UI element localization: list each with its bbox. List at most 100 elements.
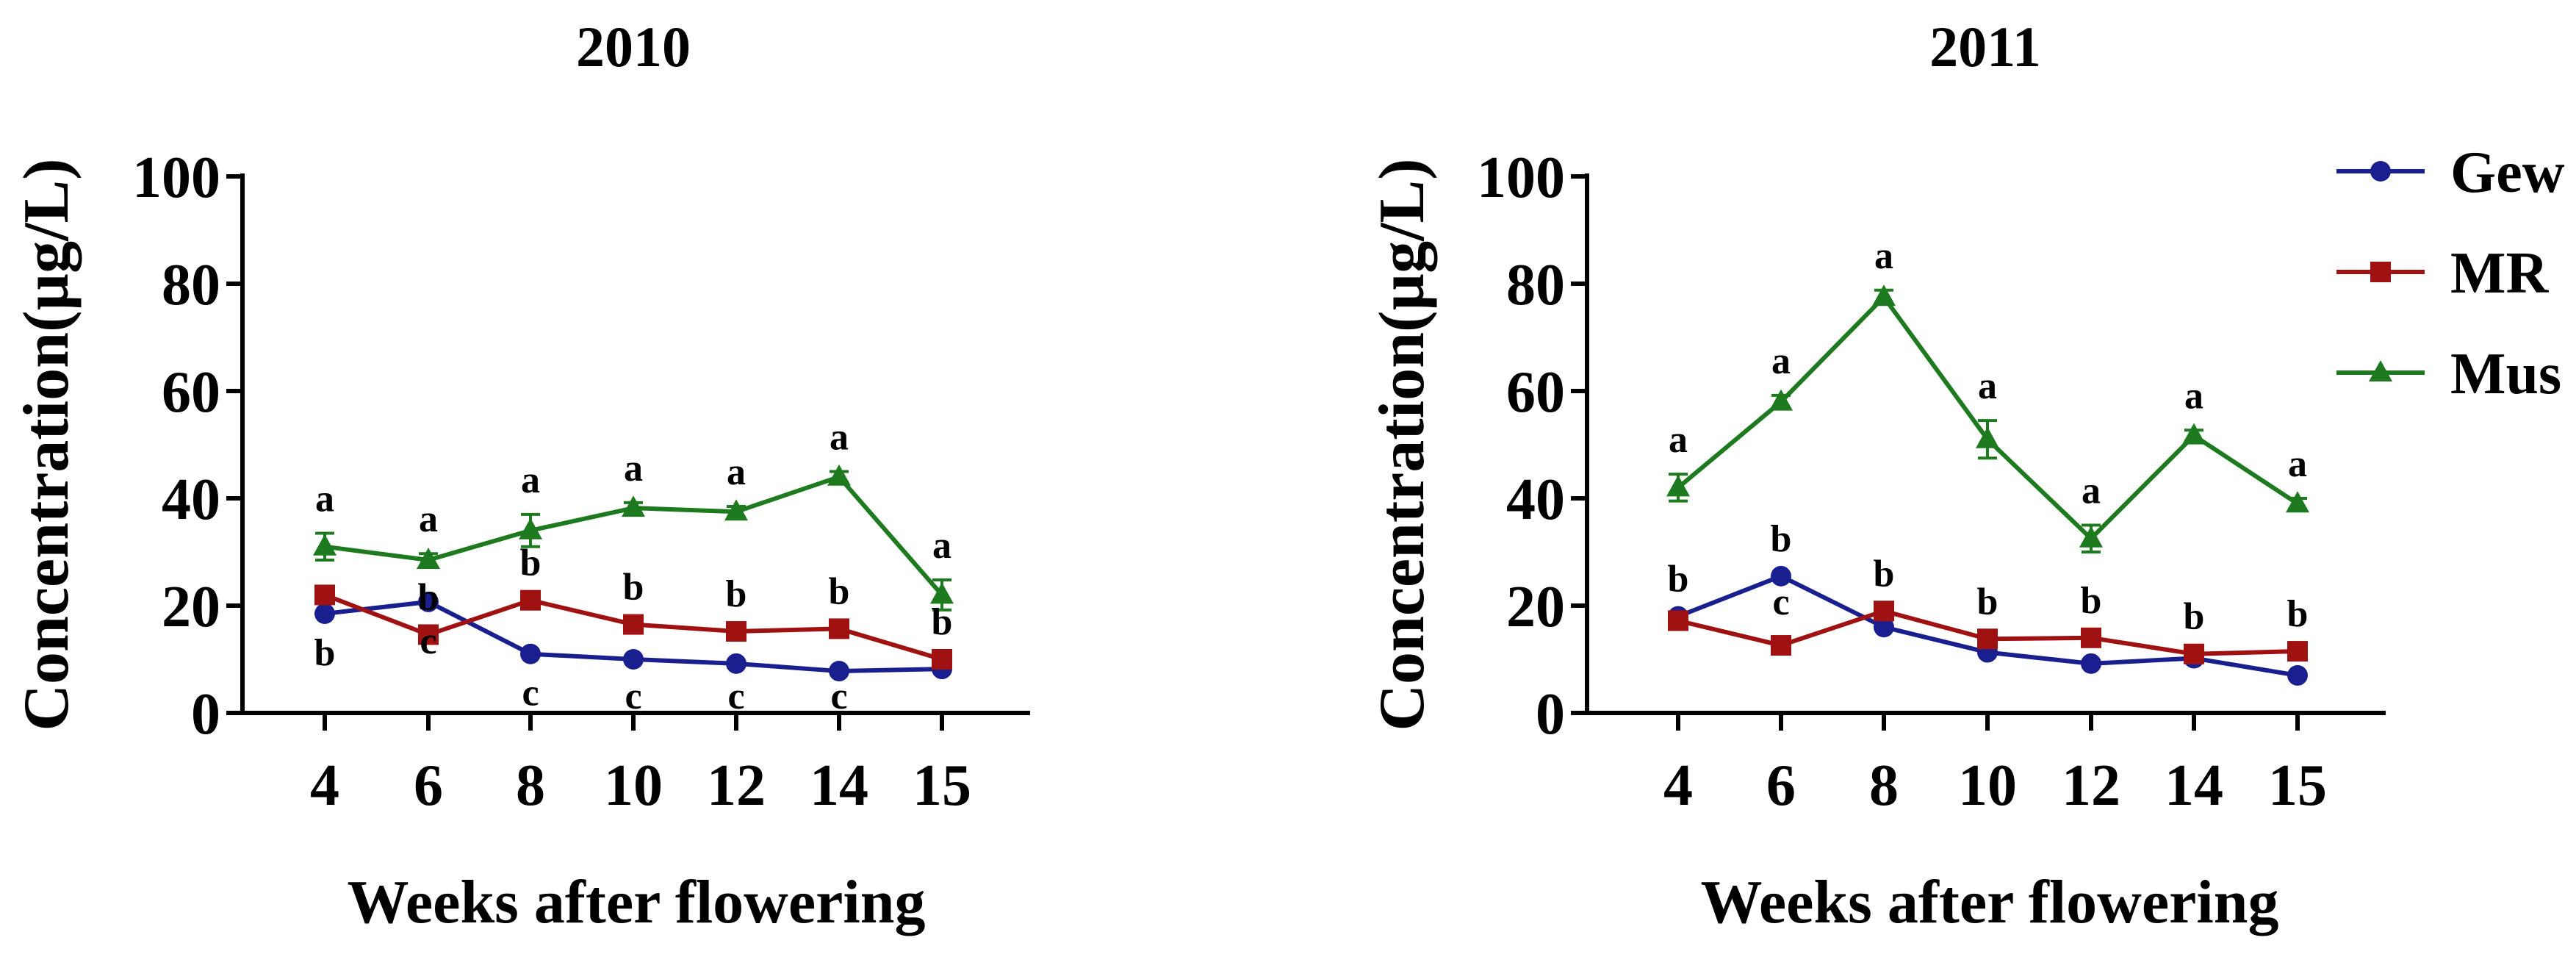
data-point — [1769, 389, 1793, 411]
y-axis-label: Concentration(µg/L) — [1367, 158, 1438, 731]
series-MR — [314, 584, 952, 670]
x-tick-label: 6 — [414, 753, 443, 818]
x-tick-label: 12 — [707, 753, 766, 818]
data-point — [2079, 526, 2103, 548]
significance-letter: a — [1771, 340, 1791, 382]
legend: Gew MR Mus — [2336, 140, 2565, 406]
x-axis-label: Weeks after flowering — [348, 868, 926, 936]
series-Mus — [1666, 284, 2309, 553]
y-tick-label: 60 — [162, 360, 220, 425]
data-point — [1666, 475, 1690, 497]
data-point — [2286, 491, 2309, 513]
legend-item-MR: MR — [2336, 241, 2550, 306]
data-point — [623, 649, 644, 670]
significance-letter: a — [2288, 443, 2307, 485]
data-point — [726, 621, 746, 642]
x-tick-label: 8 — [1869, 753, 1899, 818]
data-point — [622, 495, 645, 517]
significance-letter: a — [727, 451, 746, 493]
data-point — [2287, 664, 2308, 686]
data-point — [623, 614, 644, 635]
data-point — [726, 653, 746, 674]
significance-letter: b — [418, 576, 439, 618]
chart-title: 2010 — [576, 15, 691, 79]
data-point — [418, 591, 439, 612]
legend-marker — [2369, 360, 2392, 381]
data-point — [520, 589, 541, 611]
data-point — [1668, 610, 1688, 631]
legend-label: Gew — [2450, 140, 2565, 205]
y-tick-label: 60 — [1506, 360, 1565, 425]
data-point — [1977, 628, 1998, 650]
data-point — [1976, 426, 1999, 448]
data-point — [314, 584, 335, 606]
y-tick-label: 40 — [1506, 467, 1565, 532]
y-tick-label: 0 — [191, 682, 220, 747]
significance-letter: b — [520, 542, 542, 584]
y-tick-label: 20 — [1506, 575, 1565, 639]
x-tick-label: 10 — [604, 753, 663, 818]
legend-marker — [2370, 161, 2391, 182]
legend-label: MR — [2450, 241, 2550, 306]
significance-letter: b — [2287, 593, 2309, 635]
significance-letter: b — [314, 632, 336, 674]
data-point — [827, 464, 851, 486]
y-axis-label: Concentration(µg/L) — [11, 158, 82, 731]
data-point — [932, 649, 952, 670]
data-point — [829, 661, 849, 682]
chart-panel-2011: 2011 Weeks after flowering Concentration(µ… — [1367, 15, 2386, 936]
data-point — [2081, 627, 2101, 648]
significance-letter: a — [2082, 470, 2101, 512]
significance-letter: a — [1669, 419, 1688, 461]
significance-letter: b — [1977, 581, 1998, 623]
significance-letter: a — [2184, 375, 2203, 417]
y-tick-label: 0 — [1536, 682, 1565, 747]
significance-letter: a — [1978, 365, 1997, 407]
significance-letter: a — [315, 478, 334, 520]
y-tick-label: 40 — [162, 467, 220, 532]
y-tick-label: 100 — [1477, 146, 1565, 210]
significance-letter: c — [420, 620, 436, 662]
significance-letter: b — [932, 601, 953, 643]
significance-letter: b — [1874, 553, 1895, 595]
significance-letter: b — [1668, 559, 1689, 600]
chart-title: 2011 — [1929, 15, 2041, 79]
significance-letter: c — [830, 675, 847, 717]
significance-letter: b — [829, 570, 850, 612]
significance-letter: b — [726, 573, 747, 615]
x-tick-label: 4 — [310, 753, 339, 818]
x-tick-label: 6 — [1766, 753, 1796, 818]
legend-item-Gew: Gew — [2336, 140, 2565, 205]
x-tick-label: 10 — [1958, 753, 2017, 818]
significance-letter: a — [624, 448, 643, 490]
data-point — [313, 534, 337, 556]
data-point — [2081, 653, 2101, 674]
legend-item-Mus: Mus — [2336, 342, 2561, 406]
y-tick-label: 80 — [1506, 253, 1565, 318]
data-point — [519, 517, 542, 539]
data-point — [520, 643, 541, 664]
significance-letter: a — [1874, 235, 1893, 277]
data-point — [930, 582, 954, 604]
legend-label: Mus — [2450, 342, 2561, 406]
y-tick-label: 20 — [162, 575, 220, 639]
significance-letter: a — [932, 525, 951, 567]
data-point — [417, 547, 440, 569]
x-tick-label: 14 — [2165, 753, 2223, 818]
data-point — [2184, 643, 2204, 664]
data-point — [2287, 641, 2308, 662]
significance-letter: b — [2081, 580, 2102, 622]
x-axis-label: Weeks after flowering — [1701, 868, 2279, 936]
x-tick-label: 15 — [2268, 753, 2327, 818]
data-point — [1874, 617, 1894, 638]
y-tick-label: 100 — [132, 146, 220, 210]
significance-letter: a — [521, 459, 540, 501]
series-line — [1677, 295, 2299, 541]
data-point — [314, 603, 335, 624]
significance-letter: a — [419, 498, 438, 540]
x-tick-label: 4 — [1663, 753, 1693, 818]
data-point — [1872, 284, 1896, 306]
